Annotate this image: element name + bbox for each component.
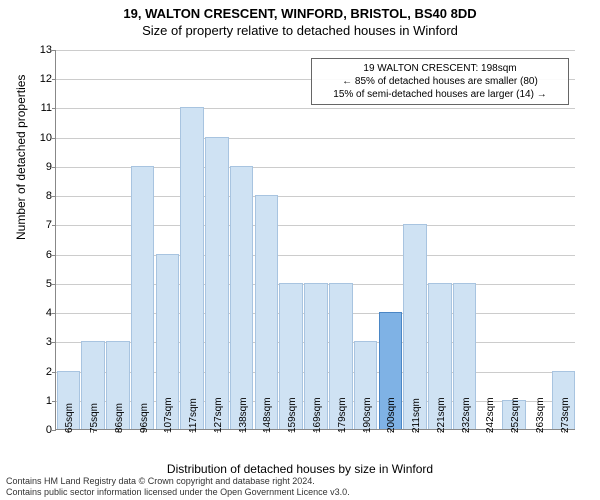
annotation-line-3: 15% of semi-detached houses are larger (… xyxy=(318,88,562,101)
annotation-line-2: ← 85% of detached houses are smaller (80… xyxy=(318,75,562,88)
x-tick-label: 148sqm xyxy=(262,397,273,433)
y-tick-label: 10 xyxy=(40,132,56,144)
x-tick-label: 190sqm xyxy=(362,397,373,433)
x-tick-label: 200sqm xyxy=(386,397,397,433)
annotation-box: 19 WALTON CRESCENT: 198sqm ← 85% of deta… xyxy=(311,58,569,105)
y-tick-label: 8 xyxy=(46,190,56,202)
x-tick-label: 273sqm xyxy=(560,397,571,433)
x-tick-label: 117sqm xyxy=(188,398,199,433)
x-tick-label: 242sqm xyxy=(485,397,496,433)
title-main: 19, WALTON CRESCENT, WINFORD, BRISTOL, B… xyxy=(0,0,600,21)
grid-line xyxy=(56,108,575,109)
x-tick-label: 263sqm xyxy=(535,397,546,433)
bar xyxy=(180,107,204,429)
annotation-line-1: 19 WALTON CRESCENT: 198sqm xyxy=(318,62,562,75)
x-tick-label: 252sqm xyxy=(510,397,521,433)
x-tick-label: 107sqm xyxy=(163,397,174,433)
plot-area: 01234567891011121365sqm75sqm86sqm96sqm10… xyxy=(55,50,575,430)
x-tick-label: 75sqm xyxy=(89,403,100,433)
y-tick-label: 12 xyxy=(40,73,56,85)
y-axis-label: Number of detached properties xyxy=(14,75,28,240)
grid-line xyxy=(56,50,575,51)
bar xyxy=(131,166,155,429)
y-tick-label: 11 xyxy=(41,102,56,114)
caption-line-1: Contains HM Land Registry data © Crown c… xyxy=(6,476,594,487)
y-tick-label: 7 xyxy=(46,219,56,231)
bar xyxy=(230,166,254,429)
x-tick-label: 96sqm xyxy=(139,403,150,433)
y-tick-label: 6 xyxy=(46,249,56,261)
y-tick-label: 13 xyxy=(40,44,56,56)
x-tick-label: 159sqm xyxy=(287,397,298,433)
y-tick-label: 2 xyxy=(46,366,56,378)
x-tick-label: 221sqm xyxy=(436,397,447,433)
caption: Contains HM Land Registry data © Crown c… xyxy=(6,476,594,498)
chart-container: 19, WALTON CRESCENT, WINFORD, BRISTOL, B… xyxy=(0,0,600,500)
x-tick-label: 138sqm xyxy=(238,397,249,433)
y-tick-label: 1 xyxy=(46,395,56,407)
x-tick-label: 211sqm xyxy=(411,398,422,433)
title-sub: Size of property relative to detached ho… xyxy=(0,21,600,38)
x-tick-label: 232sqm xyxy=(461,397,472,433)
y-tick-label: 5 xyxy=(46,278,56,290)
y-tick-label: 0 xyxy=(46,424,56,436)
y-tick-label: 4 xyxy=(46,307,56,319)
grid-line xyxy=(56,138,575,139)
bar xyxy=(255,195,279,429)
caption-line-2: Contains public sector information licen… xyxy=(6,487,594,498)
y-tick-label: 9 xyxy=(46,161,56,173)
x-tick-label: 179sqm xyxy=(337,397,348,433)
x-tick-label: 86sqm xyxy=(114,403,125,433)
x-tick-label: 65sqm xyxy=(64,403,75,433)
x-tick-label: 127sqm xyxy=(213,397,224,433)
y-tick-label: 3 xyxy=(46,336,56,348)
x-axis-label: Distribution of detached houses by size … xyxy=(0,462,600,476)
bar xyxy=(205,137,229,429)
x-tick-label: 169sqm xyxy=(312,397,323,433)
